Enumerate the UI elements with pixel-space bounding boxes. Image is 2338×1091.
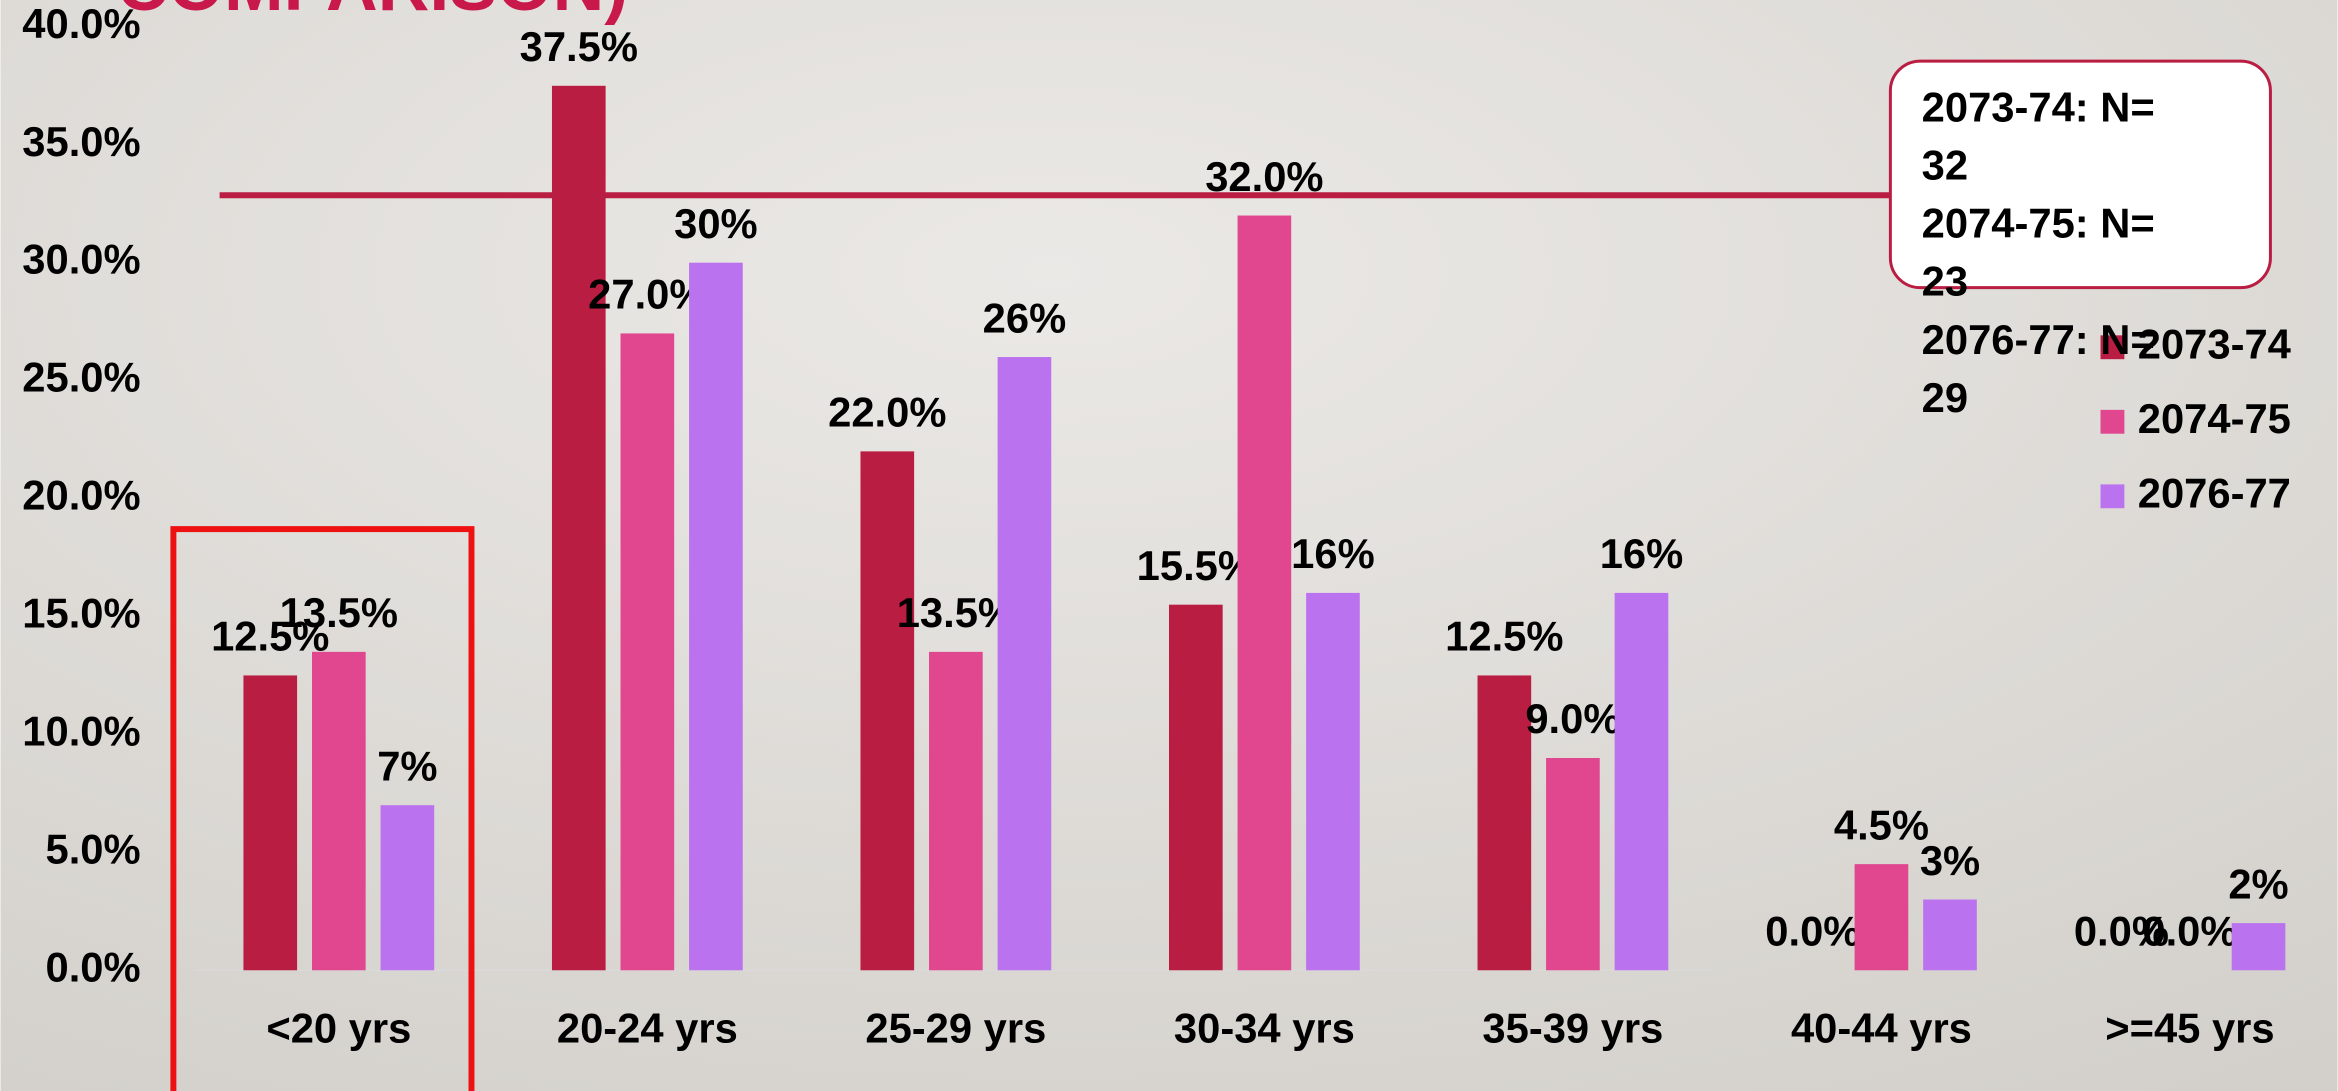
annotation: 2073-74: N= 32	[1922, 83, 2155, 188]
data-label: 2%	[2228, 860, 2288, 907]
y-tick-label: 25.0%	[22, 354, 140, 401]
data-label: 16%	[1600, 530, 1684, 577]
bar	[620, 333, 675, 971]
y-tick-label: 15.0%	[22, 589, 140, 636]
data-label: 15.5%	[1137, 542, 1255, 589]
legend-swatch	[2100, 409, 2125, 434]
x-tick-label: >=45 yrs	[2105, 1004, 2274, 1051]
data-label: 0.0%	[2074, 908, 2169, 955]
bar	[243, 675, 298, 971]
bar	[689, 262, 743, 971]
data-label: 0.0%	[1765, 908, 1860, 955]
x-tick-label: 40-44 yrs	[1791, 1004, 1972, 1051]
legend-label: 2074-75	[2138, 395, 2291, 442]
legend-swatch	[2100, 335, 2125, 360]
bar	[1923, 899, 1977, 971]
chart-title: COMPARISON)	[117, 0, 628, 26]
bar	[997, 357, 1052, 971]
y-tick-label: 10.0%	[22, 707, 140, 754]
y-tick-label: 30.0%	[22, 236, 140, 283]
data-label: 4.5%	[1834, 801, 1929, 848]
y-tick-label: 40.0%	[22, 0, 140, 47]
data-label: 13.5%	[897, 589, 1015, 636]
highlight-box	[170, 526, 475, 1091]
data-label: 16%	[1291, 530, 1375, 577]
annotation-box	[1888, 59, 2272, 290]
bar	[311, 651, 366, 971]
bar	[1237, 215, 1292, 971]
x-tick-label: 30-34 yrs	[1174, 1004, 1355, 1051]
data-label: 0.0%	[2142, 908, 2237, 955]
data-label: 26%	[983, 294, 1067, 341]
annotation: 2076-77: N= 29	[1922, 316, 2155, 421]
annotation: 2074-75: N= 23	[1922, 200, 2155, 305]
bar	[1854, 864, 1909, 971]
data-label: 13.5%	[280, 589, 398, 636]
bar	[1169, 604, 1223, 971]
legend-label: 2073-74	[2138, 320, 2291, 367]
data-label: 32.0%	[1205, 153, 1323, 200]
data-label: 30%	[674, 200, 758, 247]
legend-swatch	[2100, 484, 2125, 509]
x-tick-label: 20-24 yrs	[557, 1004, 738, 1051]
y-tick-label: 0.0%	[46, 943, 141, 990]
y-tick-label: 5.0%	[46, 825, 141, 872]
bar	[1477, 675, 1532, 971]
bar	[2231, 923, 2286, 971]
x-tick-label: <20 yrs	[266, 1004, 411, 1051]
bar	[1306, 592, 1360, 971]
x-tick-label: 35-39 yrs	[1482, 1004, 1663, 1051]
bar	[551, 85, 606, 971]
bar	[1546, 757, 1600, 971]
data-label: 12.5%	[211, 613, 329, 660]
data-label: 27.0%	[588, 271, 706, 318]
x-tick-label: 25-29 yrs	[865, 1004, 1046, 1051]
data-label: 22.0%	[828, 389, 946, 436]
data-label: 37.5%	[520, 23, 638, 70]
legend-label: 2076-77	[2138, 469, 2291, 516]
data-label: 9.0%	[1525, 695, 1620, 742]
bar	[929, 651, 983, 971]
data-label: 12.5%	[1445, 613, 1563, 660]
bar	[380, 805, 435, 971]
data-label: 3%	[1920, 837, 1980, 884]
data-label: 7%	[377, 742, 437, 789]
bar	[1614, 592, 1669, 971]
y-tick-label: 35.0%	[22, 118, 140, 165]
y-tick-label: 20.0%	[22, 472, 140, 519]
bar	[860, 451, 915, 971]
